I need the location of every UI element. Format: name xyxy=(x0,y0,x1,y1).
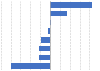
Bar xyxy=(50,2,92,8)
Bar xyxy=(39,55,50,60)
Bar xyxy=(11,63,50,69)
Bar xyxy=(41,37,50,43)
Bar xyxy=(39,46,50,51)
Bar xyxy=(50,11,67,16)
Bar xyxy=(48,28,50,34)
Bar xyxy=(50,20,51,25)
